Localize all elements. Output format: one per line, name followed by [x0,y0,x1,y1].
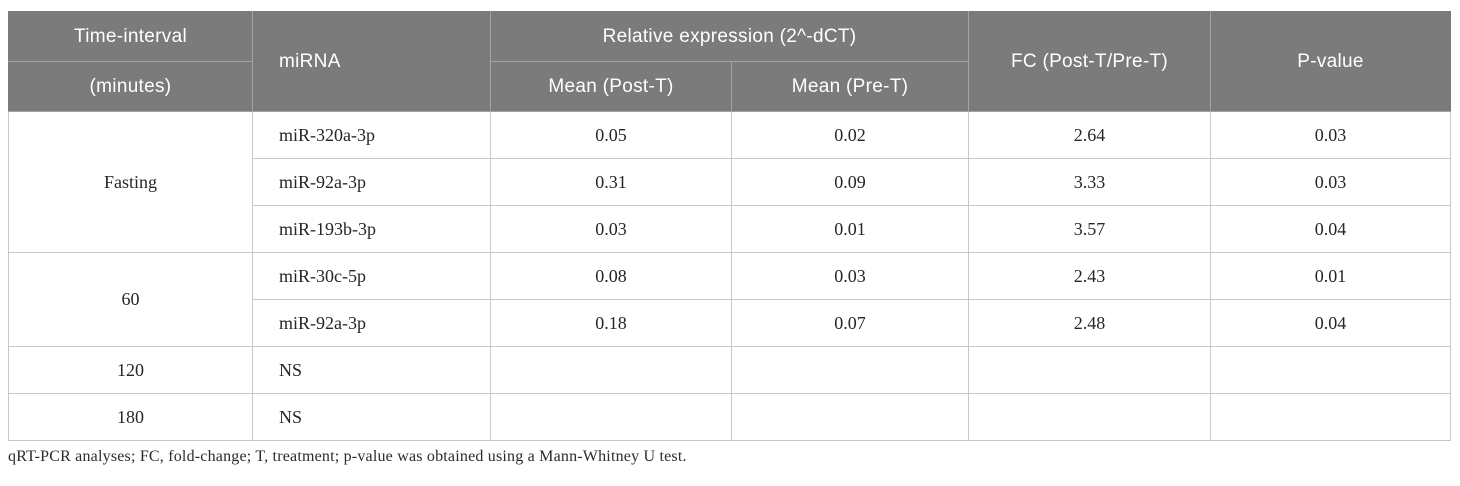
mirna-cell: miR-320a-3p [252,111,491,159]
p-value-cell [1210,346,1451,394]
table-row: 120 NS [8,346,1451,394]
fc-cell: 2.64 [968,111,1211,159]
mean-post-cell [490,346,732,394]
mean-pre-cell [731,393,969,441]
mean-post-cell: 0.03 [490,205,732,253]
fc-cell: 2.43 [968,252,1211,300]
table-body: Fasting miR-320a-3p 0.05 0.02 2.64 0.03 … [8,111,1451,441]
time-interval-cell: 120 [8,346,253,394]
mirna-cell: miR-30c-5p [252,252,491,300]
mean-post-cell: 0.31 [490,158,732,206]
mean-pre-cell: 0.09 [731,158,969,206]
mean-post-cell [490,393,732,441]
table-row: Fasting miR-320a-3p 0.05 0.02 2.64 0.03 [8,111,1451,253]
header-fc: FC (Post-T/Pre-T) [968,11,1211,112]
table-row: miR-193b-3p 0.03 0.01 3.57 0.04 [9,205,1451,253]
table-footnote: qRT-PCR analyses; FC, fold-change; T, tr… [8,448,687,465]
header-mean-pre-t: Mean (Pre-T) [731,61,969,112]
table-row: 180 NS [8,393,1451,441]
time-interval-cell: 60 [8,252,253,347]
p-value-cell: 0.01 [1210,252,1451,300]
time-interval-cell: 180 [8,393,253,441]
mean-pre-cell: 0.02 [731,111,969,159]
mirna-cell: miR-92a-3p [252,158,491,206]
p-value-cell [1210,393,1451,441]
mean-pre-cell: 0.07 [731,299,969,347]
time-interval-cell: Fasting [8,111,253,253]
fc-cell: 2.48 [968,299,1211,347]
table-row: miR-92a-3p 0.18 0.07 2.48 0.04 [9,299,1451,347]
mirna-cell: NS [252,346,491,394]
p-value-cell: 0.04 [1210,205,1451,253]
table-row: 60 miR-30c-5p 0.08 0.03 2.43 0.01 [8,252,1451,347]
header-minutes: (minutes) [8,61,253,112]
p-value-cell: 0.03 [1210,111,1451,159]
p-value-cell: 0.03 [1210,158,1451,206]
header-time-interval: Time-interval [8,11,253,62]
mirna-expression-table: Time-interval miRNA Relative expression … [8,11,1451,441]
header-p-value: P-value [1210,11,1451,112]
mean-pre-cell [731,346,969,394]
mirna-cell: miR-193b-3p [252,205,491,253]
header-mirna: miRNA [252,11,491,112]
mean-pre-cell: 0.03 [731,252,969,300]
fc-cell: 3.33 [968,158,1211,206]
mean-pre-cell: 0.01 [731,205,969,253]
mean-post-cell: 0.18 [490,299,732,347]
fc-cell [968,393,1211,441]
table-header: Time-interval miRNA Relative expression … [8,11,1451,112]
table-row: miR-92a-3p 0.31 0.09 3.33 0.03 [9,158,1451,206]
mirna-cell: miR-92a-3p [252,299,491,347]
mean-post-cell: 0.05 [490,111,732,159]
mirna-cell: NS [252,393,491,441]
p-value-cell: 0.04 [1210,299,1451,347]
header-relative-expression: Relative expression (2^-dCT) [490,11,969,62]
fc-cell: 3.57 [968,205,1211,253]
mean-post-cell: 0.08 [490,252,732,300]
fc-cell [968,346,1211,394]
header-mean-post-t: Mean (Post-T) [490,61,732,112]
